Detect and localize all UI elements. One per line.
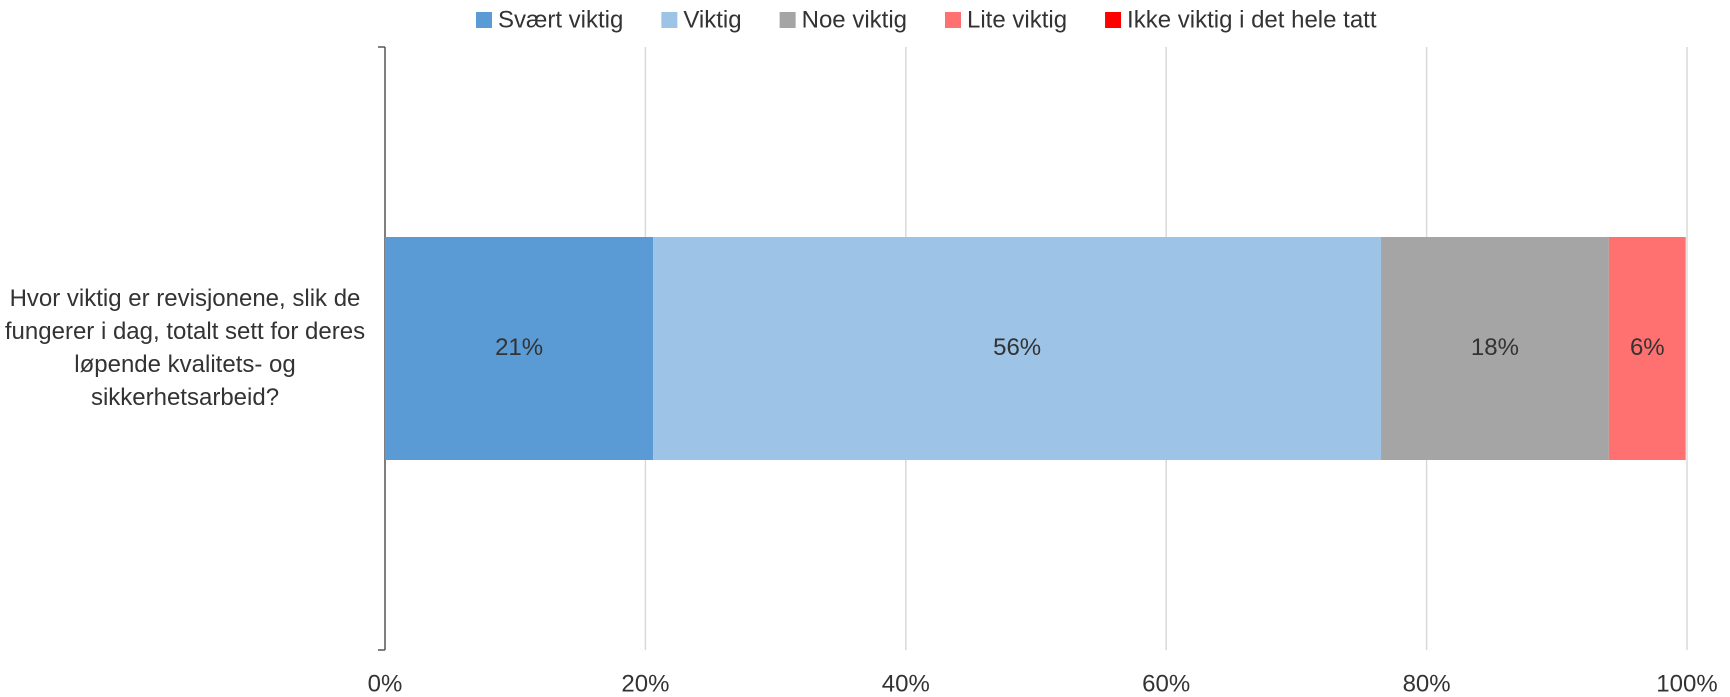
bar-segment (1381, 237, 1609, 460)
x-tick-label: 40% (882, 670, 930, 697)
data-label: 21% (495, 334, 543, 361)
legend-label: Svært viktig (498, 6, 623, 33)
legend-label: Noe viktig (802, 6, 907, 33)
x-tick-label: 80% (1403, 670, 1451, 697)
legend-swatch (779, 12, 796, 28)
data-label: 56% (993, 334, 1041, 361)
legend-label: Ikke viktig i det hele tatt (1127, 6, 1377, 33)
x-tick-label: 60% (1142, 670, 1190, 697)
legend-swatch (1105, 12, 1122, 28)
bar-segment (1608, 237, 1686, 460)
x-tick-label: 20% (621, 670, 669, 697)
legend-label: Viktig (683, 6, 741, 33)
legend-swatch (945, 12, 961, 28)
bar-segment (385, 237, 654, 460)
data-label: 6% (1630, 334, 1665, 361)
category-label: Hvor viktig er revisjonene, slik de fung… (4, 285, 366, 411)
x-tick-label: 100% (1656, 670, 1717, 697)
bar-segment (653, 237, 1382, 460)
x-tick-label: 0% (368, 670, 403, 697)
data-label: 18% (1471, 334, 1519, 361)
legend-swatch (476, 12, 492, 28)
legend-label: Lite viktig (967, 6, 1067, 33)
legend-swatch (661, 12, 678, 28)
